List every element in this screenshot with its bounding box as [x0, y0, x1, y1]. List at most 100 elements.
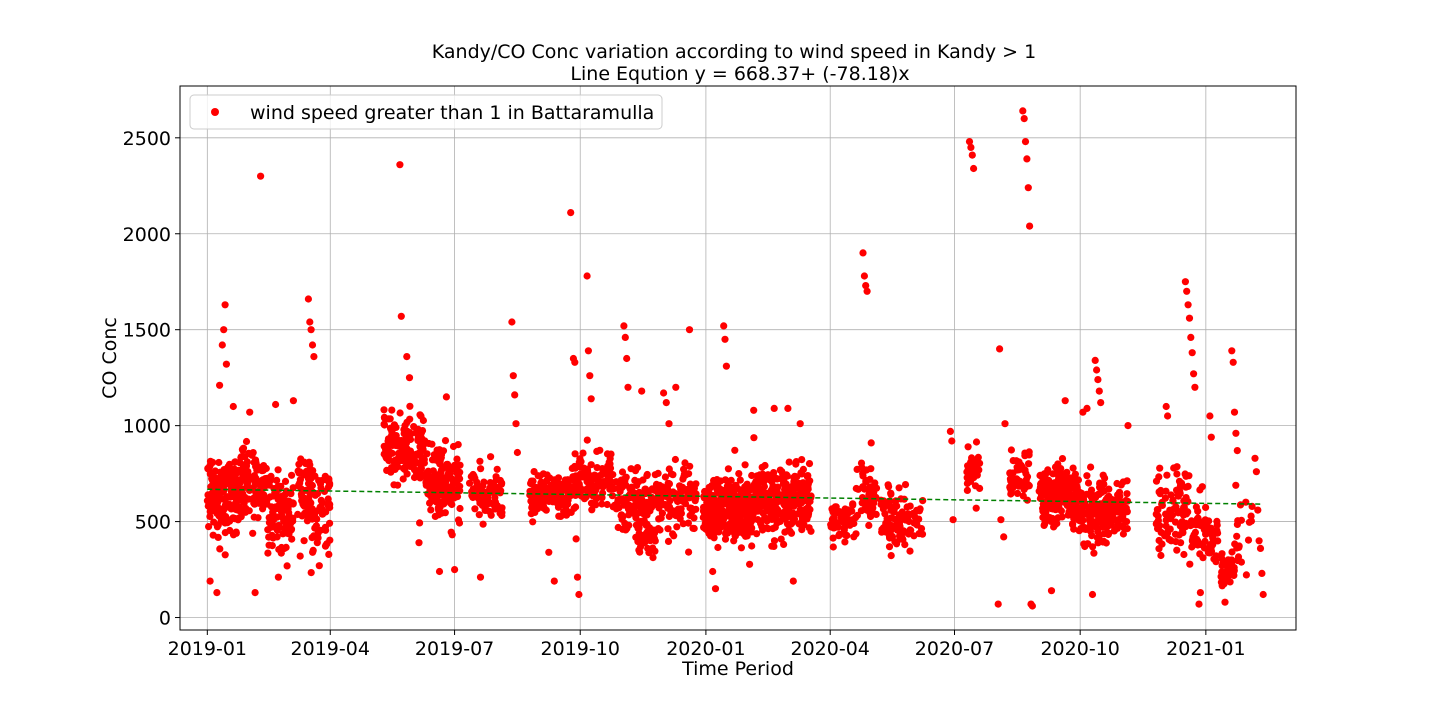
- data-point: [1226, 560, 1234, 569]
- data-point: [534, 505, 542, 513]
- data-point: [575, 590, 583, 599]
- data-point: [1047, 587, 1056, 595]
- data-point: [1183, 287, 1191, 295]
- data-point: [707, 495, 715, 503]
- data-point: [1195, 600, 1203, 608]
- data-point: [245, 507, 253, 515]
- data-point: [437, 454, 445, 462]
- data-point: [862, 496, 871, 504]
- data-point: [607, 450, 615, 458]
- data-point: [309, 467, 317, 475]
- data-point: [242, 437, 251, 446]
- data-point: [1023, 155, 1031, 163]
- data-point: [277, 549, 285, 557]
- data-point: [731, 446, 739, 454]
- chart-subtitle: Line Eqution y = 668.37+ (-78.18)x: [570, 63, 909, 85]
- data-point: [1182, 483, 1190, 491]
- data-point: [310, 353, 318, 361]
- data-point: [1061, 397, 1069, 405]
- data-point: [1045, 476, 1053, 484]
- data-point: [614, 503, 622, 511]
- data-point: [476, 573, 485, 581]
- data-point: [1064, 492, 1072, 500]
- data-point: [853, 511, 862, 519]
- data-point: [1042, 497, 1050, 505]
- data-point: [230, 489, 238, 498]
- data-point: [561, 503, 570, 511]
- legend-marker: [211, 108, 219, 116]
- data-point: [406, 415, 414, 423]
- data-point: [567, 209, 575, 217]
- data-point: [623, 354, 631, 363]
- data-point: [1233, 447, 1241, 455]
- data-point: [324, 495, 332, 503]
- data-point: [829, 543, 837, 551]
- data-point: [759, 526, 767, 534]
- data-point: [397, 312, 405, 320]
- data-point: [492, 473, 500, 481]
- data-point: [1098, 523, 1106, 531]
- data-point: [399, 441, 407, 449]
- data-point: [669, 471, 677, 479]
- data-point: [454, 516, 463, 524]
- data-point: [385, 457, 393, 465]
- data-point: [1251, 454, 1259, 462]
- data-point: [1124, 422, 1132, 430]
- data-point: [593, 464, 601, 472]
- data-point: [272, 400, 280, 409]
- data-point: [1173, 470, 1181, 478]
- data-point: [770, 542, 778, 551]
- data-point: [442, 393, 450, 401]
- data-point: [219, 476, 227, 484]
- data-point: [723, 511, 731, 519]
- data-point: [257, 172, 265, 180]
- data-point: [273, 526, 281, 534]
- data-point: [860, 272, 869, 280]
- data-point: [972, 438, 981, 446]
- data-point: [972, 504, 980, 512]
- data-point: [627, 465, 635, 473]
- data-point: [805, 460, 814, 468]
- data-point: [511, 391, 519, 399]
- data-point: [1042, 512, 1051, 520]
- data-point: [890, 505, 898, 513]
- data-point: [1022, 476, 1030, 484]
- data-point: [1177, 539, 1185, 547]
- data-point: [1196, 550, 1204, 558]
- data-point: [915, 507, 924, 515]
- data-point: [249, 529, 257, 537]
- data-point: [1119, 499, 1128, 507]
- data-point: [535, 499, 544, 507]
- data-point: [593, 447, 601, 455]
- y-tick-label: 1500: [123, 320, 171, 342]
- data-point: [466, 479, 474, 487]
- data-point: [572, 535, 580, 543]
- data-point: [1026, 222, 1034, 230]
- data-point: [1118, 508, 1126, 516]
- data-point: [788, 520, 796, 528]
- data-point: [571, 462, 579, 471]
- y-tick-label: 2500: [123, 128, 171, 150]
- data-point: [685, 470, 693, 478]
- data-point: [204, 502, 212, 510]
- data-point: [773, 475, 781, 483]
- data-point: [625, 511, 633, 519]
- data-point: [264, 549, 272, 557]
- data-point: [887, 552, 895, 560]
- x-tick-label: 2020-07: [915, 638, 994, 660]
- data-point: [221, 551, 229, 559]
- data-point: [586, 372, 594, 380]
- data-point: [1207, 433, 1215, 441]
- data-point: [1006, 469, 1014, 477]
- data-point: [1112, 497, 1120, 505]
- x-tick-label: 2019-10: [541, 638, 620, 660]
- data-point: [1038, 473, 1046, 482]
- data-point: [475, 511, 483, 519]
- data-point: [274, 573, 282, 581]
- data-point: [840, 524, 849, 532]
- data-point: [1155, 488, 1163, 496]
- data-point: [662, 399, 670, 407]
- data-point: [573, 573, 582, 581]
- data-point: [730, 537, 738, 545]
- data-point: [910, 519, 918, 527]
